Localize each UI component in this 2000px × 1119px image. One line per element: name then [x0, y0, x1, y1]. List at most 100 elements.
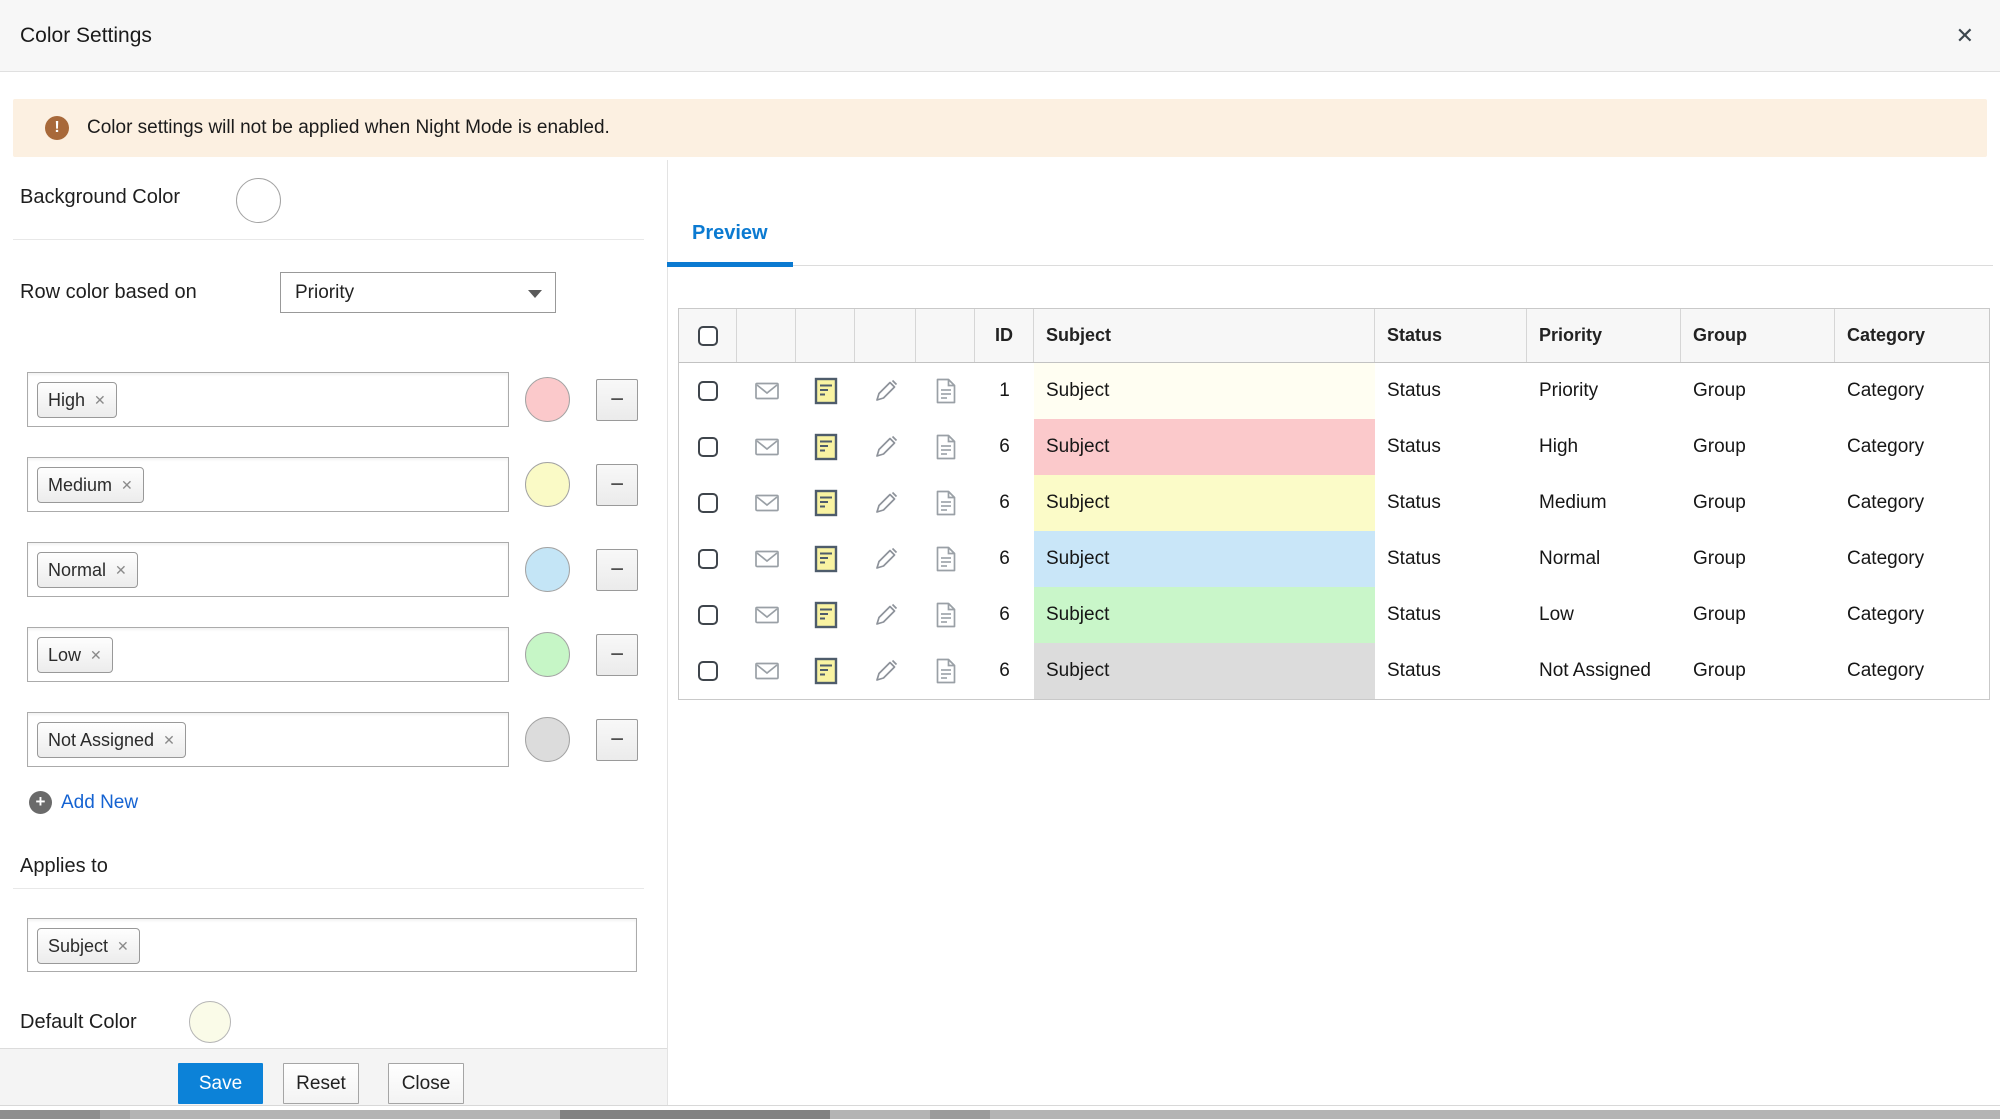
dialog-footer: Save Reset Close	[0, 1048, 667, 1105]
note-icon[interactable]	[796, 587, 855, 643]
row-color-swatch[interactable]	[525, 462, 570, 507]
preview-table-body: 1 Subject Status Priority Group Category	[679, 363, 1989, 699]
remove-tag-icon[interactable]: ✕	[117, 937, 129, 954]
table-row: 6 Subject Status Normal Group Category	[679, 531, 1989, 587]
remove-row-button[interactable]: −	[596, 379, 638, 421]
remove-tag-icon[interactable]: ✕	[121, 476, 133, 493]
edit-pencil-icon[interactable]	[855, 643, 916, 699]
cell-priority: Not Assigned	[1539, 660, 1651, 681]
cell-category: Category	[1847, 660, 1925, 681]
cell-subject: Subject	[1034, 475, 1375, 531]
edit-pencil-icon[interactable]	[855, 531, 916, 587]
header-group: Group	[1681, 309, 1835, 362]
remove-tag-icon[interactable]: ✕	[115, 561, 127, 578]
table-row: 1 Subject Status Priority Group Category	[679, 363, 1989, 419]
mail-icon[interactable]	[737, 643, 796, 699]
mail-icon[interactable]	[737, 419, 796, 475]
close-icon[interactable]: ✕	[1955, 23, 1974, 48]
remove-tag-icon[interactable]: ✕	[163, 731, 175, 748]
note-icon[interactable]	[796, 531, 855, 587]
cell-category: Category	[1847, 492, 1925, 513]
note-icon[interactable]	[796, 475, 855, 531]
priority-color-row: Medium ✕ −	[0, 457, 667, 512]
plus-icon: +	[29, 791, 52, 814]
document-icon[interactable]	[916, 363, 975, 419]
row-color-based-on-label: Row color based on	[20, 281, 197, 303]
add-new-link[interactable]: + Add New	[29, 791, 138, 814]
priority-tag: High ✕	[37, 382, 117, 418]
document-icon[interactable]	[916, 475, 975, 531]
priority-color-row: Not Assigned ✕ −	[0, 712, 667, 767]
note-icon[interactable]	[796, 363, 855, 419]
row-color-swatch[interactable]	[525, 632, 570, 677]
mail-icon[interactable]	[737, 475, 796, 531]
mail-icon[interactable]	[737, 531, 796, 587]
background-color-swatch[interactable]	[236, 178, 281, 223]
priority-value-input[interactable]: Normal ✕	[27, 542, 509, 597]
priority-value-input[interactable]: Low ✕	[27, 627, 509, 682]
priority-value-input[interactable]: High ✕	[27, 372, 509, 427]
default-color-swatch[interactable]	[189, 1001, 231, 1043]
header-status: Status	[1375, 309, 1527, 362]
table-row: 6 Subject Status High Group Category	[679, 419, 1989, 475]
edit-pencil-icon[interactable]	[855, 363, 916, 419]
row-checkbox[interactable]	[698, 605, 718, 625]
cell-group: Group	[1693, 660, 1746, 681]
document-icon[interactable]	[916, 531, 975, 587]
remove-row-button[interactable]: −	[596, 634, 638, 676]
row-checkbox[interactable]	[698, 437, 718, 457]
remove-row-button[interactable]: −	[596, 719, 638, 761]
remove-tag-icon[interactable]: ✕	[90, 646, 102, 663]
row-color-swatch[interactable]	[525, 377, 570, 422]
priority-value-input[interactable]: Not Assigned ✕	[27, 712, 509, 767]
remove-row-button[interactable]: −	[596, 464, 638, 506]
cell-category: Category	[1847, 380, 1925, 401]
mail-icon[interactable]	[737, 587, 796, 643]
row-color-swatch[interactable]	[525, 717, 570, 762]
header-priority: Priority	[1527, 309, 1681, 362]
header-note-column	[796, 309, 855, 362]
applies-to-input[interactable]: Subject ✕	[27, 918, 637, 972]
selected-field-value: Priority	[295, 282, 355, 303]
remove-tag-icon[interactable]: ✕	[94, 391, 106, 408]
edit-pencil-icon[interactable]	[855, 419, 916, 475]
cell-group: Group	[1693, 548, 1746, 569]
cell-group: Group	[1693, 604, 1746, 625]
row-checkbox[interactable]	[698, 381, 718, 401]
cell-category: Category	[1847, 548, 1925, 569]
row-checkbox[interactable]	[698, 549, 718, 569]
mail-icon[interactable]	[737, 363, 796, 419]
active-tab-underline	[667, 262, 793, 267]
cell-id: 6	[999, 604, 1010, 625]
reset-button[interactable]: Reset	[283, 1063, 359, 1104]
priority-value-input[interactable]: Medium ✕	[27, 457, 509, 512]
cell-group: Group	[1693, 436, 1746, 457]
document-icon[interactable]	[916, 419, 975, 475]
document-icon[interactable]	[916, 587, 975, 643]
applies-to-tag-label: Subject	[48, 935, 109, 956]
preview-table-header: ID Subject Status Priority Group Categor…	[679, 309, 1989, 363]
row-color-field-select[interactable]: Priority	[280, 272, 556, 313]
cell-category: Category	[1847, 604, 1925, 625]
default-color-label: Default Color	[20, 1011, 137, 1033]
header-mail-column	[737, 309, 796, 362]
select-all-checkbox[interactable]	[697, 325, 718, 346]
row-color-swatch[interactable]	[525, 547, 570, 592]
edit-pencil-icon[interactable]	[855, 475, 916, 531]
row-checkbox[interactable]	[698, 661, 718, 681]
cell-status: Status	[1387, 604, 1441, 625]
add-new-label: Add New	[61, 791, 139, 813]
close-button[interactable]: Close	[388, 1063, 464, 1104]
tab-preview[interactable]: Preview	[692, 222, 768, 244]
remove-row-button[interactable]: −	[596, 549, 638, 591]
cell-status: Status	[1387, 548, 1441, 569]
document-icon[interactable]	[916, 643, 975, 699]
save-button[interactable]: Save	[178, 1063, 263, 1104]
dialog-title: Color Settings	[20, 24, 152, 47]
row-checkbox[interactable]	[698, 493, 718, 513]
background-color-label: Background Color	[20, 186, 181, 208]
note-icon[interactable]	[796, 643, 855, 699]
note-icon[interactable]	[796, 419, 855, 475]
cell-status: Status	[1387, 380, 1441, 401]
edit-pencil-icon[interactable]	[855, 587, 916, 643]
